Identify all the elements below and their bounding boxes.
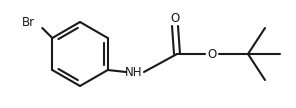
Text: NH: NH — [125, 65, 143, 79]
Text: O: O — [170, 11, 180, 25]
Text: O: O — [207, 48, 217, 60]
Text: Br: Br — [22, 16, 35, 29]
